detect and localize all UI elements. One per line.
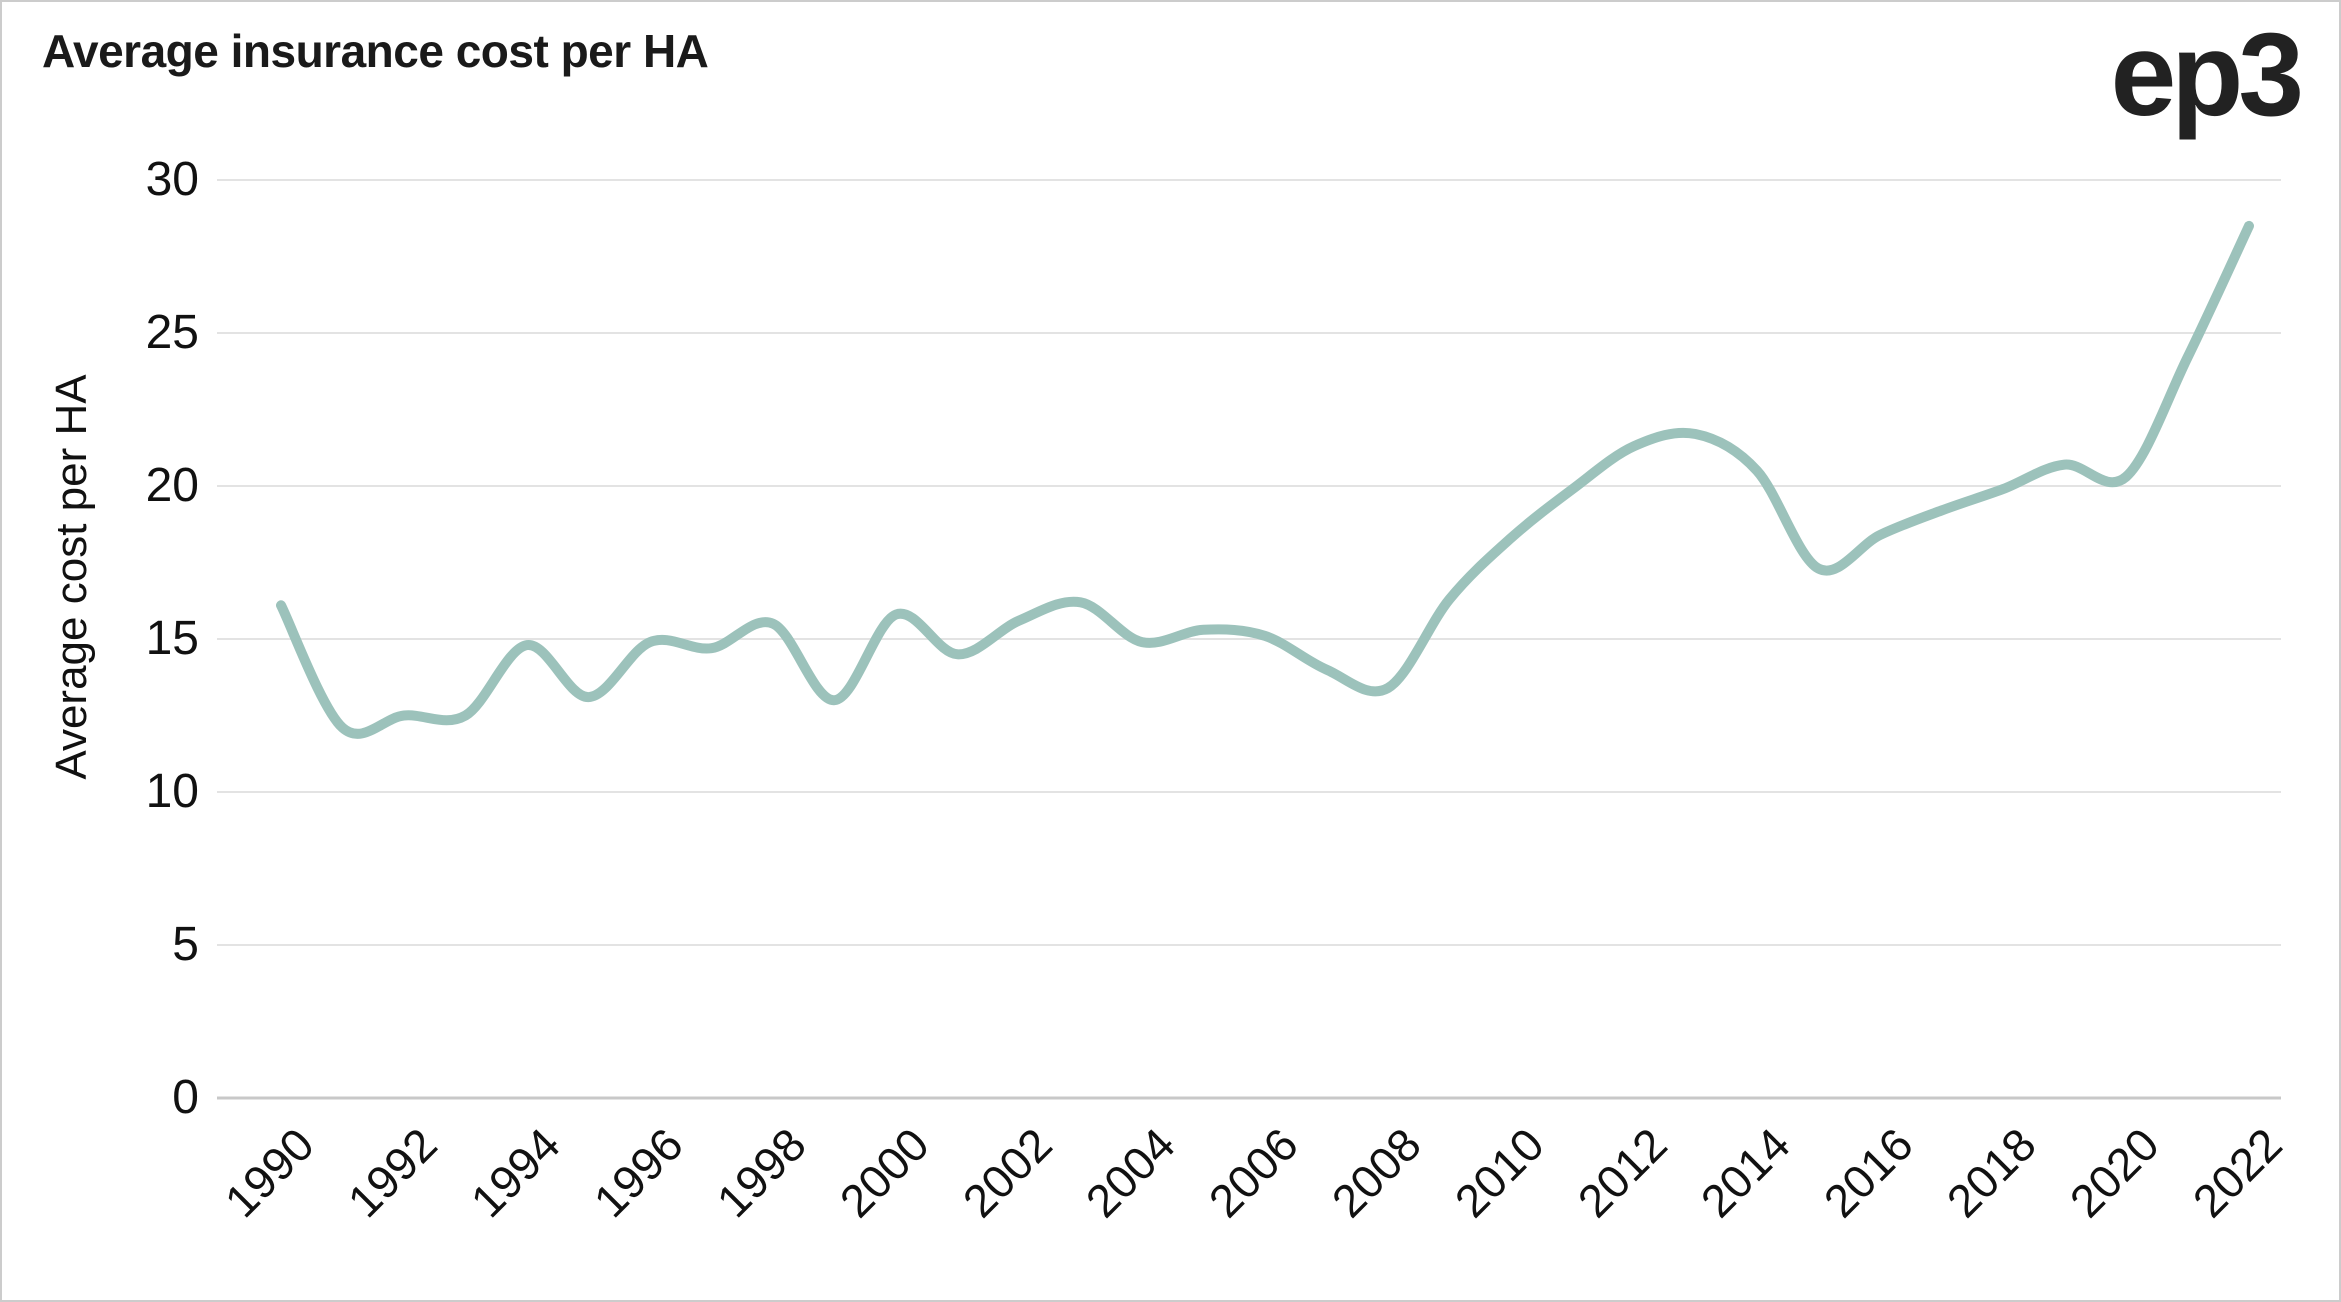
trend-line	[276, 220, 2254, 739]
y-tick-label: 20	[145, 459, 199, 512]
y-tick-label: 25	[145, 306, 199, 359]
gridlines-group	[217, 179, 2281, 1100]
chart-title: Average insurance cost per HA	[42, 25, 709, 77]
brand-logo: ep3	[2110, 9, 2304, 141]
y-tick-label: 5	[172, 918, 199, 971]
y-tick-label: 10	[145, 765, 199, 818]
y-tick-label: 15	[145, 612, 199, 665]
y-tick-label: 0	[172, 1071, 199, 1124]
y-tick-label: 30	[145, 153, 199, 206]
